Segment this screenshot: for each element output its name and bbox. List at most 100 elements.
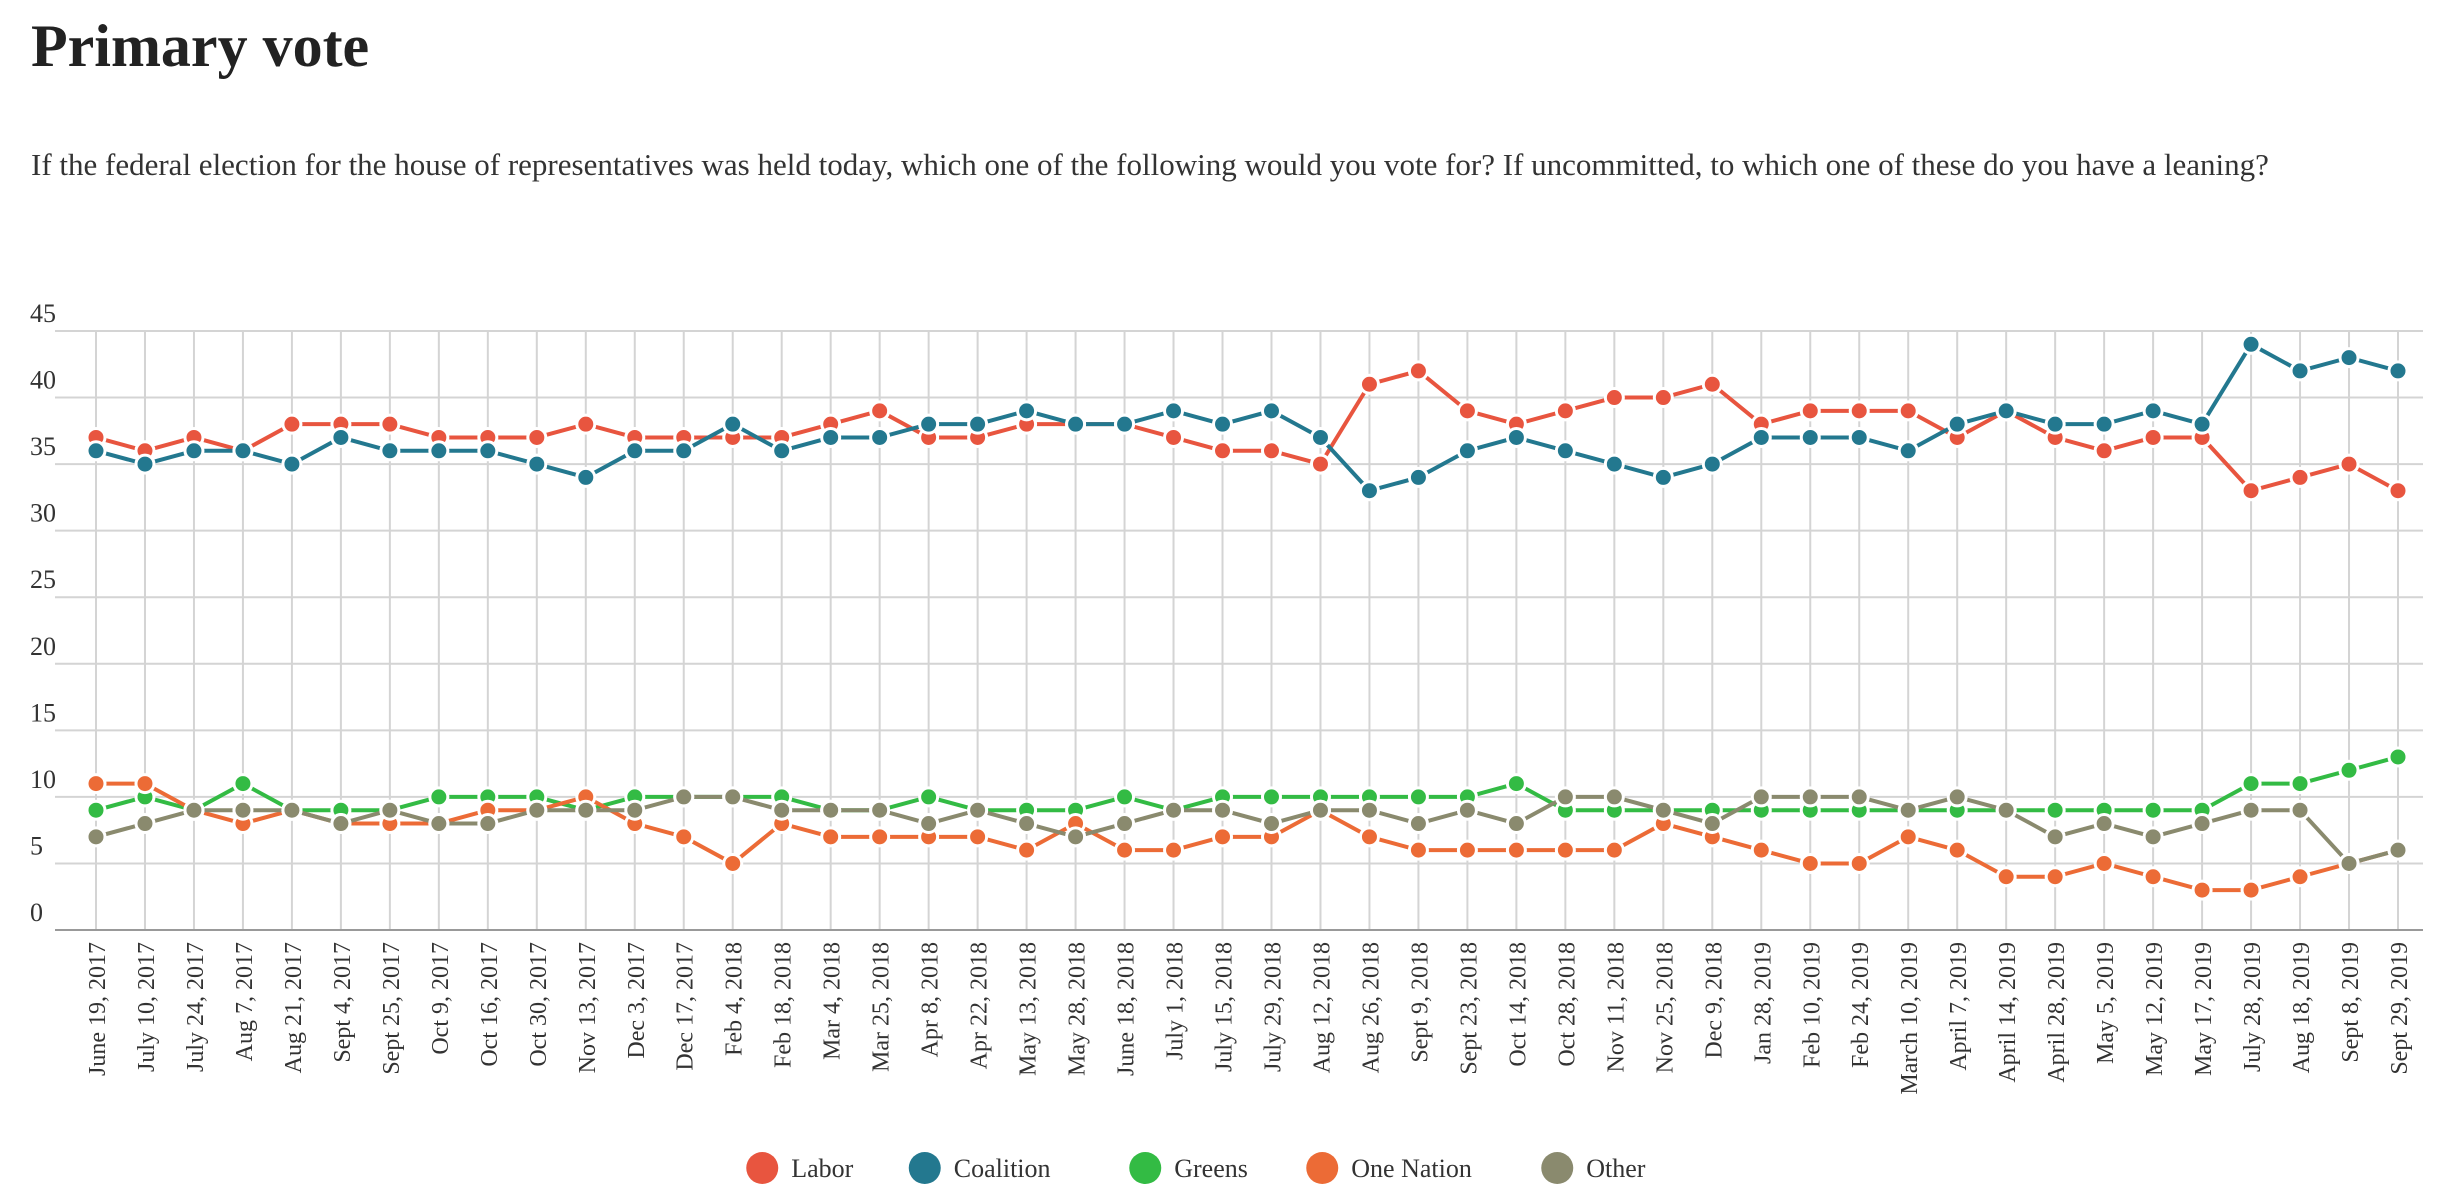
- data-point: [1260, 813, 1282, 835]
- data-point: [1260, 786, 1282, 808]
- data-point: [967, 413, 989, 435]
- y-tick-label: 45: [30, 299, 56, 328]
- x-tick-label: June 18, 2018: [1114, 942, 1140, 1076]
- y-tick-label: 25: [30, 565, 56, 594]
- data-point: [1456, 839, 1478, 861]
- x-tick-label: Apr 8, 2018: [918, 942, 944, 1057]
- data-point: [1407, 360, 1429, 382]
- data-point: [281, 413, 303, 435]
- x-tick-label: May 28, 2018: [1065, 942, 1091, 1076]
- x-tick-label: Dec 9, 2018: [1701, 942, 1727, 1059]
- data-point: [1652, 387, 1674, 409]
- data-point: [2142, 826, 2164, 848]
- data-point: [379, 799, 401, 821]
- data-point: [1799, 426, 1821, 448]
- x-tick-label: Feb 18, 2018: [771, 942, 797, 1068]
- data-point: [918, 786, 940, 808]
- data-point: [2093, 813, 2115, 835]
- data-point: [281, 799, 303, 821]
- data-point: [2240, 773, 2262, 795]
- x-tick-label: Feb 24, 2019: [1848, 942, 1874, 1068]
- data-point: [1358, 799, 1380, 821]
- data-point: [1701, 453, 1723, 475]
- data-point: [2191, 813, 2213, 835]
- legend-label: One Nation: [1351, 1154, 1472, 1183]
- data-point: [1505, 839, 1527, 861]
- data-point: [2289, 799, 2311, 821]
- data-point: [1897, 799, 1919, 821]
- data-point: [1505, 426, 1527, 448]
- data-point: [134, 453, 156, 475]
- data-point: [1407, 839, 1429, 861]
- data-point: [1212, 826, 1234, 848]
- data-point: [869, 799, 891, 821]
- x-tick-label: Oct 9, 2017: [428, 942, 454, 1055]
- data-point: [1946, 786, 1968, 808]
- data-point: [2044, 413, 2066, 435]
- x-tick-label: May 5, 2019: [2093, 942, 2119, 1064]
- x-tick-label: May 12, 2019: [2142, 942, 2168, 1076]
- x-tick-label: April 7, 2019: [1946, 942, 1972, 1071]
- data-point: [2338, 759, 2360, 781]
- data-point: [134, 773, 156, 795]
- chart-title: Primary vote: [31, 13, 370, 79]
- data-point: [820, 799, 842, 821]
- data-point: [2191, 413, 2213, 435]
- data-point: [2338, 852, 2360, 874]
- y-tick-label: 10: [30, 765, 56, 794]
- data-point: [477, 440, 499, 462]
- data-point: [379, 413, 401, 435]
- data-point: [1652, 799, 1674, 821]
- data-point: [2387, 480, 2409, 502]
- data-point: [1016, 813, 1038, 835]
- data-point: [1554, 786, 1576, 808]
- data-point: [1065, 413, 1087, 435]
- data-point: [2044, 866, 2066, 888]
- data-point: [2338, 347, 2360, 369]
- data-point: [1065, 826, 1087, 848]
- data-point: [2093, 852, 2115, 874]
- data-point: [1163, 799, 1185, 821]
- data-point: [918, 813, 940, 835]
- data-point: [477, 813, 499, 835]
- data-point: [232, 799, 254, 821]
- x-tick-label: Nov 25, 2018: [1652, 942, 1678, 1073]
- data-point: [918, 413, 940, 435]
- x-tick-label: Mar 4, 2018: [820, 942, 846, 1060]
- data-point: [1456, 799, 1478, 821]
- data-point: [1848, 852, 1870, 874]
- data-point: [1260, 440, 1282, 462]
- data-point: [1456, 440, 1478, 462]
- x-tick-label: Oct 14, 2018: [1505, 942, 1531, 1067]
- x-tick-label: Nov 11, 2018: [1603, 942, 1629, 1072]
- data-point: [526, 453, 548, 475]
- data-point: [1897, 826, 1919, 848]
- data-point: [526, 799, 548, 821]
- data-point: [2142, 866, 2164, 888]
- data-point: [1358, 826, 1380, 848]
- legend-marker: [1129, 1152, 1162, 1184]
- data-point: [1750, 426, 1772, 448]
- data-point: [1114, 786, 1136, 808]
- data-point: [1750, 839, 1772, 861]
- data-point: [2240, 799, 2262, 821]
- data-point: [1505, 813, 1527, 835]
- data-point: [428, 786, 450, 808]
- legend-label: Labor: [791, 1154, 853, 1183]
- data-point: [869, 826, 891, 848]
- data-point: [1505, 773, 1527, 795]
- x-tick-label: Dec 3, 2017: [624, 942, 650, 1059]
- data-point: [2044, 799, 2066, 821]
- y-tick-label: 35: [30, 432, 56, 461]
- data-point: [1750, 786, 1772, 808]
- data-point: [2240, 480, 2262, 502]
- data-point: [1212, 413, 1234, 435]
- data-point: [1848, 400, 1870, 422]
- x-tick-label: July 28, 2019: [2240, 942, 2266, 1072]
- data-point: [2044, 826, 2066, 848]
- x-tick-label: April 14, 2019: [1995, 942, 2021, 1083]
- data-point: [575, 413, 597, 435]
- data-point: [85, 773, 107, 795]
- data-point: [1114, 413, 1136, 435]
- y-tick-label: 20: [30, 632, 56, 661]
